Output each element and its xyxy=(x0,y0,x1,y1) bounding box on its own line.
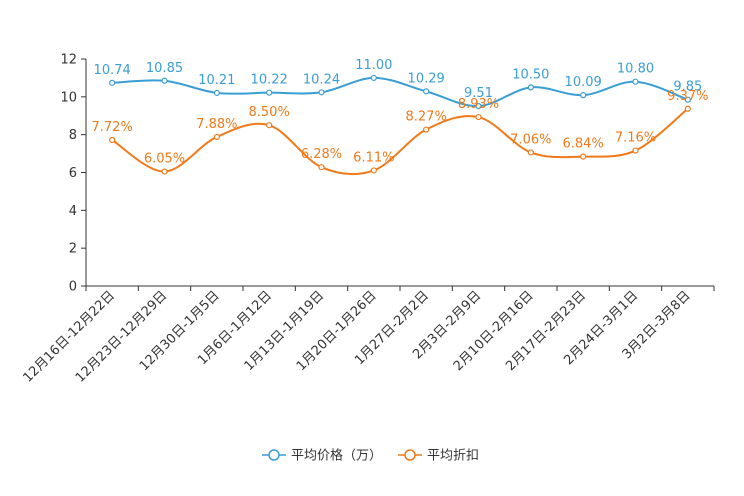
axes xyxy=(85,59,714,287)
data-label: 9.51 xyxy=(464,86,493,101)
data-label: 10.24 xyxy=(303,72,340,87)
data-label: 10.74 xyxy=(94,63,131,78)
series-lines xyxy=(111,76,689,176)
legend-item-2[interactable]: 平均折扣 xyxy=(398,449,479,464)
legend-label: 平均价格（万） xyxy=(291,448,382,464)
data-point[interactable] xyxy=(370,74,377,82)
series-points xyxy=(109,74,691,175)
y-tick-label: 10 xyxy=(60,90,77,105)
data-point[interactable] xyxy=(527,149,534,156)
series-line-2 xyxy=(111,107,689,176)
data-label: 7.88% xyxy=(196,117,237,132)
data-point[interactable] xyxy=(213,89,220,96)
data-label: 9.85 xyxy=(673,80,702,95)
x-tick-label: 12月16日-12月22日 xyxy=(21,288,118,385)
data-point[interactable] xyxy=(213,133,220,141)
data-point[interactable] xyxy=(423,88,430,95)
data-point[interactable] xyxy=(684,105,691,112)
data-point[interactable] xyxy=(109,79,116,86)
legend-label: 平均折扣 xyxy=(427,449,479,464)
data-label: 8.93% xyxy=(458,97,499,112)
data-point[interactable] xyxy=(318,89,325,96)
data-point[interactable] xyxy=(318,164,325,171)
data-point[interactable] xyxy=(632,147,639,154)
data-label: 10.50 xyxy=(512,67,549,82)
y-axis-ticks: 0 2 4 6 8 10 12 xyxy=(60,53,86,295)
data-point[interactable] xyxy=(161,168,168,175)
data-labels: 10.74 10.85 10.21 10.22 10.24 11.00 10.29 9.51 1… xyxy=(92,58,709,167)
data-point[interactable] xyxy=(475,103,482,110)
data-point[interactable] xyxy=(475,113,482,121)
data-point[interactable] xyxy=(266,89,273,96)
legend-marker-icon xyxy=(404,449,416,461)
data-label: 10.29 xyxy=(408,71,445,86)
y-tick-label: 8 xyxy=(69,128,77,143)
data-point[interactable] xyxy=(684,96,691,103)
data-point[interactable] xyxy=(161,77,168,84)
data-label: 6.05% xyxy=(144,152,185,167)
data-label: 7.06% xyxy=(510,132,551,147)
series-line-1 xyxy=(112,76,689,108)
data-label: 10.21 xyxy=(198,73,235,88)
data-label: 7.16% xyxy=(615,131,656,146)
y-tick-label: 6 xyxy=(69,166,77,181)
data-label: 6.84% xyxy=(563,137,604,152)
x-axis-ticks: 12月16日-12月22日12月23日-12月29日12月30日-1月5日1月6… xyxy=(21,286,715,386)
y-tick-label: 2 xyxy=(69,242,77,257)
data-point[interactable] xyxy=(109,136,116,144)
data-label: 7.72% xyxy=(92,120,133,135)
data-point[interactable] xyxy=(266,122,273,129)
data-point[interactable] xyxy=(580,92,587,99)
y-tick-label: 12 xyxy=(60,53,77,68)
data-point[interactable] xyxy=(423,126,430,133)
data-point[interactable] xyxy=(370,167,377,174)
data-point[interactable] xyxy=(580,153,587,160)
data-label: 10.80 xyxy=(617,62,654,77)
y-tick-label: 4 xyxy=(69,204,77,219)
x-tick-label: 12月23日-12月29日 xyxy=(73,288,170,385)
data-label: 10.09 xyxy=(565,75,602,90)
data-label: 9.37% xyxy=(667,89,708,104)
data-label: 11.00 xyxy=(355,58,392,73)
legend-item-1[interactable]: 平均价格（万） xyxy=(262,448,382,464)
data-point[interactable] xyxy=(527,84,534,91)
legend-marker-icon xyxy=(268,449,280,461)
data-label: 10.22 xyxy=(251,73,288,88)
data-label: 8.27% xyxy=(406,110,447,125)
legend[interactable]: 平均价格（万） 平均折扣 xyxy=(262,448,479,464)
data-label: 6.11% xyxy=(353,150,394,165)
data-label: 10.85 xyxy=(146,61,183,76)
data-point[interactable] xyxy=(632,78,639,85)
data-label: 8.50% xyxy=(249,105,290,120)
y-tick-label: 0 xyxy=(69,280,77,295)
data-label: 6.28% xyxy=(301,147,342,162)
